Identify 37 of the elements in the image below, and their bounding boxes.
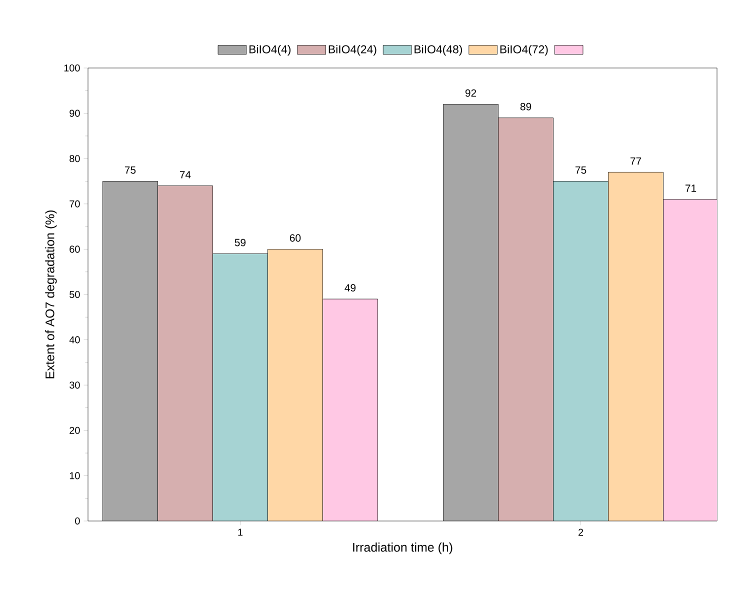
y-tick-label: 20 (70, 426, 80, 434)
legend-label: BiIO4(4) (250, 44, 291, 56)
x-axis-title: Irradiation time (h) (353, 542, 452, 554)
y-tick-label: 0 (75, 517, 80, 525)
y-axis-title: Extent of AO7 degradation (%) (45, 210, 57, 378)
bar (212, 254, 268, 521)
data-label: 92 (465, 89, 476, 97)
y-tick-label: 10 (70, 472, 80, 480)
bar (102, 181, 158, 521)
y-tick-label: 30 (70, 382, 80, 389)
y-tick-label: 50 (70, 290, 80, 298)
bar (608, 172, 664, 521)
y-tick-label: 90 (70, 110, 80, 117)
bar (553, 181, 608, 521)
bar (158, 186, 213, 521)
y-tick-label: 40 (69, 336, 80, 344)
x-tick-label: 2 (578, 528, 584, 536)
data-label: 74 (180, 171, 191, 178)
y-tick-label: 60 (70, 246, 80, 253)
legend-label: BiIO4(24) (328, 44, 376, 56)
data-label: 71 (686, 184, 696, 192)
x-tick-label: 1 (238, 528, 243, 536)
data-label: 75 (124, 166, 136, 174)
y-tick-label: 100 (64, 64, 80, 72)
legend-label: BiIO4(48) (414, 44, 462, 56)
bar (443, 104, 498, 521)
data-label: 89 (520, 102, 532, 110)
y-tick-label: 80 (70, 155, 80, 162)
data-label: 77 (630, 157, 642, 165)
legend-label: BiIO4(72) (500, 44, 548, 56)
bar (268, 248, 323, 521)
data-label: 75 (576, 166, 586, 174)
y-tick-label: 70 (70, 200, 80, 208)
bar (498, 118, 554, 521)
data-label: 60 (290, 234, 301, 242)
data-label: 49 (344, 284, 356, 292)
data-label: 59 (234, 238, 246, 246)
